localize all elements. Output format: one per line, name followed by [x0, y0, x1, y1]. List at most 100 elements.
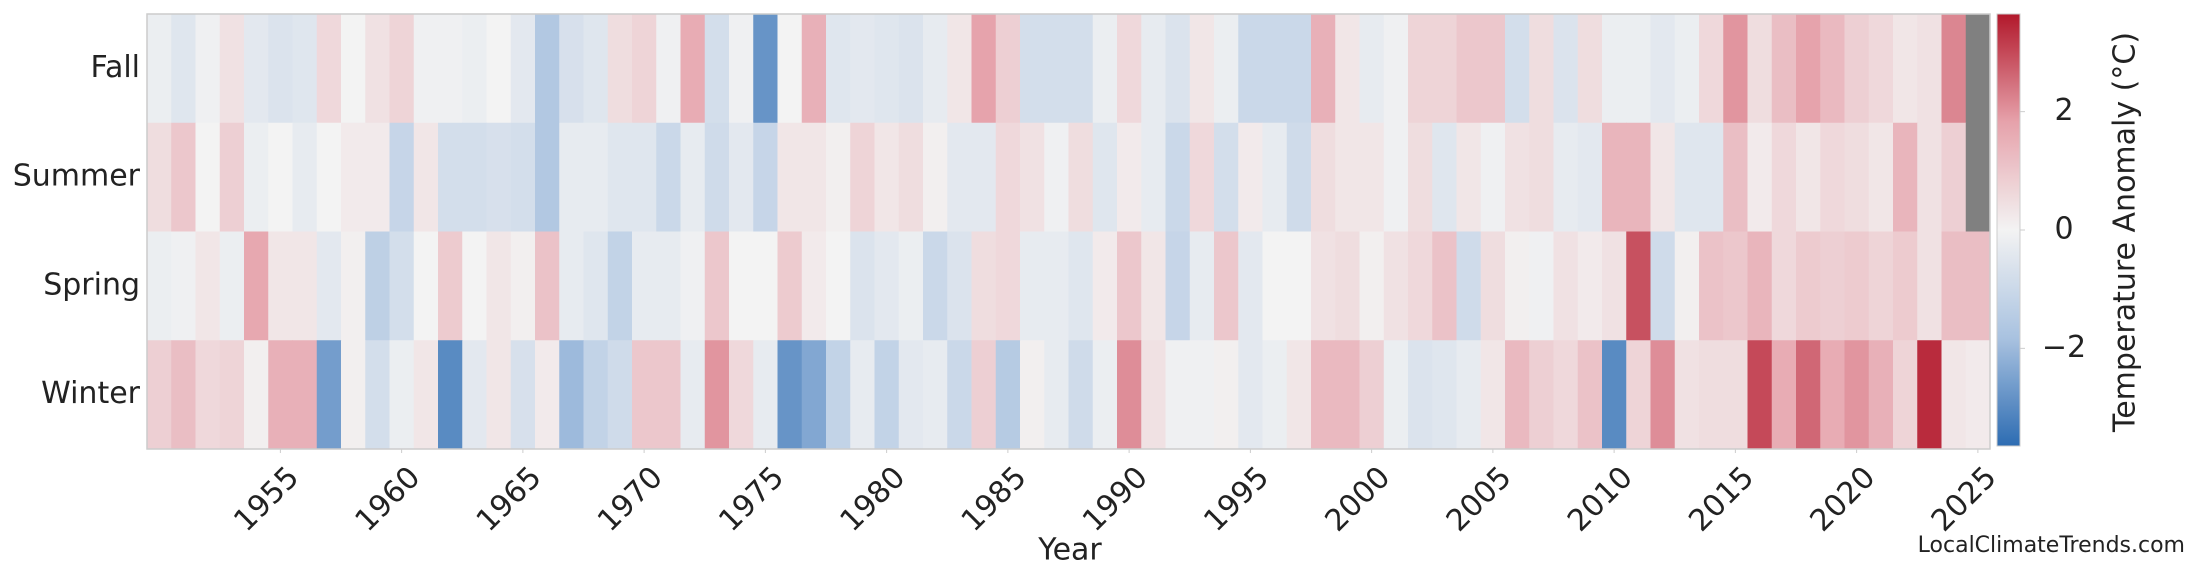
heatmap-cell — [1117, 122, 1142, 232]
heatmap-cell — [462, 14, 487, 124]
heatmap-cell — [947, 122, 972, 232]
x-tick-label: 1995 — [1197, 460, 1276, 539]
heatmap-cell — [1408, 14, 1433, 124]
heatmap-cell — [1553, 14, 1579, 124]
heatmap-cell — [219, 14, 245, 124]
heatmap-cell — [462, 340, 487, 450]
heatmap-cell — [607, 231, 633, 341]
heatmap-cell — [777, 122, 803, 232]
heatmap-cell — [389, 14, 415, 124]
heatmap-cell — [656, 231, 681, 341]
heatmap-cell — [1044, 122, 1069, 232]
x-tick-label: 1960 — [349, 460, 428, 539]
heatmap-cell — [1796, 231, 1821, 341]
heatmap-cell — [850, 122, 875, 232]
heatmap-cell — [510, 14, 536, 124]
heatmap-cell — [1262, 14, 1288, 124]
heatmap-cell — [1505, 340, 1530, 450]
heatmap-cell — [1214, 231, 1239, 341]
x-tick-label: 1985 — [955, 460, 1034, 539]
heatmap-cell — [389, 231, 415, 341]
heatmap-cell — [898, 14, 924, 124]
heatmap-cell — [341, 231, 366, 341]
heatmap-cell — [1020, 231, 1045, 341]
heatmap-cell — [1432, 231, 1457, 341]
x-tick-label: 2005 — [1440, 460, 1519, 539]
heatmap-cell — [1383, 122, 1409, 232]
heatmap-cell — [729, 340, 754, 450]
heatmap-cell — [1650, 122, 1676, 232]
heatmap-cell — [438, 14, 463, 124]
heatmap-cell — [1844, 231, 1870, 341]
heatmap-cell — [1820, 14, 1845, 124]
heatmap-cell — [680, 340, 706, 450]
heatmap-cell — [1577, 231, 1603, 341]
watermark: LocalClimateTrends.com — [1918, 533, 2185, 558]
heatmap-cell — [1626, 231, 1651, 341]
heatmap-cell — [559, 122, 584, 232]
heatmap-cell — [1359, 231, 1385, 341]
heatmap-cell — [171, 231, 196, 341]
heatmap-cell — [1602, 122, 1627, 232]
heatmap-cell — [656, 122, 681, 232]
heatmap-cell — [1868, 340, 1894, 450]
x-tick-label: 1990 — [1076, 460, 1155, 539]
heatmap-cell — [1747, 14, 1773, 124]
heatmap-cell — [1674, 231, 1700, 341]
heatmap-cell — [874, 340, 900, 450]
heatmap-cell — [1577, 14, 1603, 124]
heatmap-cell — [1747, 231, 1773, 341]
heatmap-cell — [777, 340, 803, 450]
heatmap-cell — [413, 340, 439, 450]
heatmap-cell — [1238, 231, 1263, 341]
heatmap-cell — [971, 14, 997, 124]
heatmap-cell — [1674, 340, 1700, 450]
heatmap-cell — [898, 231, 924, 341]
heatmap-cell — [438, 340, 463, 450]
heatmap-cell — [1553, 340, 1579, 450]
heatmap-cell — [1068, 231, 1094, 341]
heatmap-cell — [292, 14, 318, 124]
heatmap-cell — [535, 14, 560, 124]
heatmap-cell — [1577, 122, 1603, 232]
heatmap-cell — [1480, 14, 1506, 124]
heatmap-cell — [1214, 122, 1239, 232]
heatmap-cell — [1262, 122, 1288, 232]
heatmap-cell — [1529, 340, 1554, 450]
heatmap-cell — [1844, 122, 1870, 232]
heatmap-cell — [704, 122, 730, 232]
heatmap-cell — [438, 231, 463, 341]
heatmap-cell — [1165, 14, 1191, 124]
heatmap-cell — [1189, 231, 1215, 341]
heatmap-cell — [171, 14, 196, 124]
heatmap-cell — [195, 231, 221, 341]
heatmap-cell — [1723, 122, 1748, 232]
heatmap-cell — [1408, 122, 1433, 232]
heatmap-cell — [1941, 340, 1967, 450]
heatmap-cell — [1626, 122, 1651, 232]
heatmap-cell — [1699, 340, 1724, 450]
heatmap-cell — [1214, 14, 1239, 124]
heatmap-cell — [195, 14, 221, 124]
heatmap-cell — [1335, 340, 1360, 450]
heatmap-cell — [874, 231, 900, 341]
heatmap-cell — [1747, 340, 1773, 450]
heatmap-cell — [268, 14, 293, 124]
heatmap-cell — [486, 340, 512, 450]
heatmap-cell — [753, 231, 778, 341]
heatmap-cell — [1699, 14, 1724, 124]
heatmap-cell — [244, 231, 269, 341]
heatmap-cell — [1917, 340, 1942, 450]
heatmap-cell — [1868, 122, 1894, 232]
heatmap-cell — [1602, 231, 1627, 341]
heatmap-cell — [1044, 14, 1069, 124]
heatmap-cell — [341, 122, 366, 232]
heatmap-cell — [1311, 231, 1336, 341]
x-tick-label: 1975 — [712, 460, 791, 539]
heatmap-cell — [583, 231, 609, 341]
x-tick-label: 2000 — [1319, 460, 1398, 539]
heatmap-cell — [1068, 340, 1094, 450]
heatmap-cell — [583, 14, 609, 124]
heatmap-cell — [971, 231, 997, 341]
